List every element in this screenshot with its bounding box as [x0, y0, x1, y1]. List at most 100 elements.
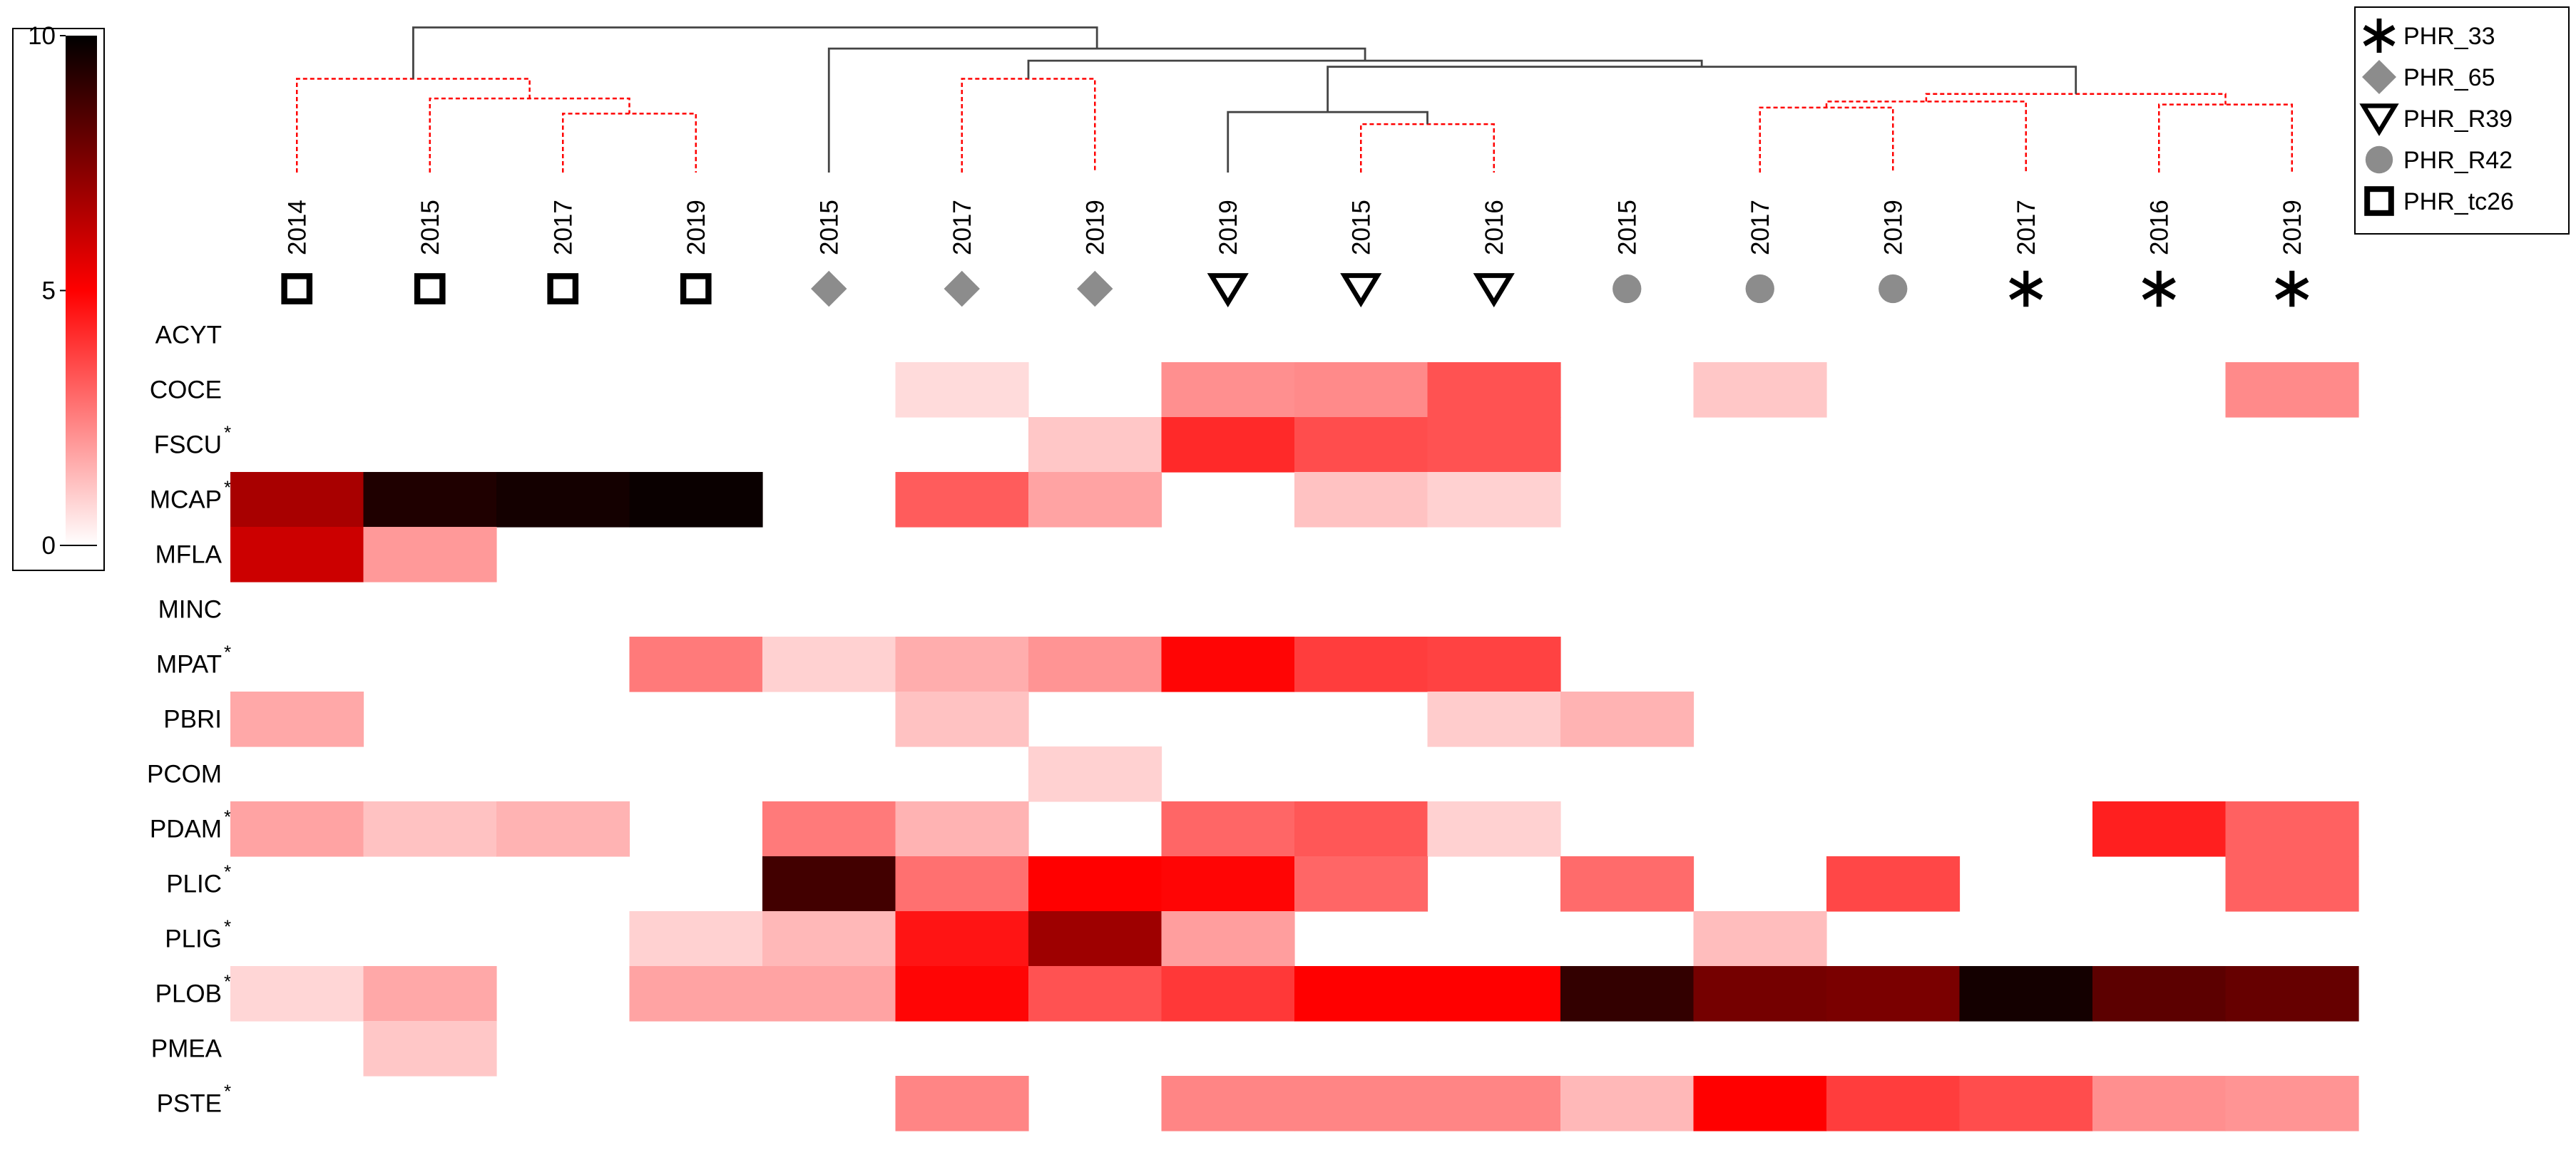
heatmap-cell: PLIC / 2017: 0 [496, 856, 630, 912]
heatmap-cell: MPAT / 2015: 0.9 [762, 637, 896, 692]
column-marker-phr-33 [2142, 270, 2176, 307]
heatmap-cell: PSTE / 2015: 2.4 [1294, 1076, 1428, 1131]
dendrogram-branch [1327, 66, 2077, 113]
column-label: 2019 [1215, 200, 1242, 255]
legend-label: PHR_R42 [2403, 147, 2513, 174]
heatmap-cell: MCAP / 2015: 0 [1560, 472, 1694, 528]
heatmap-cell: MCAP / 2016: 0.9 [1427, 472, 1561, 528]
row-label: PMEA [151, 1035, 223, 1063]
heatmap-cell: FSCU / 2014: 0 [230, 417, 364, 473]
column-marker-phr-r39 [1340, 273, 1382, 308]
dendrogram-branch [827, 47, 1366, 173]
heatmap-cell: PCOM / 2017: 0 [496, 746, 630, 802]
column-label: 2015 [416, 200, 444, 255]
heatmap-cell: MINC / 2019: 0 [1826, 582, 1960, 637]
heatmap-cell: FSCU / 2019: 0 [2226, 417, 2359, 473]
heatmap-cell: MCAP / 2015: 0 [762, 472, 896, 528]
heatmap-cell: MCAP / 2019: 0 [1826, 472, 1960, 528]
heatmap-cell: PLIG / 2014: 0 [230, 911, 364, 967]
heatmap-cell: MFLA / 2015: 2 [363, 527, 497, 582]
heatmap-cell: ACYT / 2015: 0 [364, 307, 497, 363]
heatmap-cell: PLIC / 2017: 0 [1694, 856, 1827, 912]
heatmap-cell: PDAM / 2015: 0 [1560, 801, 1694, 857]
heatmap-cell: MFLA / 2019: 0 [1162, 527, 1295, 582]
colorbar-tick-label: 0 [42, 532, 56, 560]
heatmap-cell: MINC / 2019: 0 [630, 582, 763, 637]
heatmap-cell: PMEA / 2017: 0 [496, 1021, 630, 1077]
heatmap-cell: PLOB / 2015: 5 [1294, 966, 1428, 1022]
heatmap-cell: PDAM / 2017: 1.5 [496, 801, 630, 857]
heatmap-cell: PLIG / 2019: 1.9 [1161, 911, 1295, 967]
dendrogram-branch [412, 26, 1098, 79]
heatmap-cell: COCE / 2019: 2.2 [1161, 362, 1295, 418]
heatmap-cell: PMEA / 2017: 0 [1694, 1021, 1827, 1077]
column-marker-phr-tc26 [414, 273, 446, 304]
heatmap-cell: MINC / 2019: 0 [1162, 582, 1295, 637]
heatmap-cell: PCOM / 2017: 0 [1694, 746, 1827, 802]
heatmap-cell: COCE / 2019: 0 [1028, 362, 1162, 418]
heatmap-cell: PCOM / 2019: 0.9 [1028, 746, 1162, 802]
colorbar-tick-label: 10 [28, 22, 56, 50]
heatmap-cell: PLIC / 2017: 2.8 [895, 856, 1029, 912]
column-label: 2017 [549, 200, 577, 255]
heatmap-cell: PLIC / 2017: 0 [1960, 856, 2093, 912]
dendrogram-branch [961, 78, 1096, 173]
colorbar-frame [12, 28, 105, 571]
heatmap-cell: PLOB / 2019: 8 [2225, 966, 2359, 1022]
heatmap-cell: PBRI / 2016: 0 [2092, 692, 2226, 747]
heatmap-cell: PSTE / 2015: 0 [364, 1076, 497, 1131]
heatmap-cell: PDAM / 2017: 0 [1694, 801, 1827, 857]
heatmap-cell: PLIC / 2015: 8.7 [762, 856, 896, 912]
heatmap-cell: PDAM / 2016: 4.4 [2092, 801, 2227, 857]
dendrogram-branch [1360, 123, 1495, 173]
heatmap-cell: PSTE / 2019: 3.8 [1826, 1076, 1961, 1131]
heatmap-cell: PLIG / 2017: 4.6 [895, 911, 1029, 967]
heatmap-cell: COCE / 2015: 0 [1560, 362, 1694, 418]
heatmap-cell: COCE / 2017: 0 [1960, 362, 2093, 418]
heatmap-cell: PBRI / 2019: 0 [1028, 692, 1162, 747]
heatmap-cell: MFLA / 2019: 0 [1826, 527, 1960, 582]
heatmap-cell: PMEA / 2015: 0 [762, 1021, 896, 1077]
heatmap-cell: PCOM / 2015: 0 [1294, 746, 1428, 802]
column-label: 2014 [283, 200, 311, 255]
heatmap-cell: PDAM / 2019: 0 [630, 801, 763, 857]
heatmap-cell: PDAM / 2019: 3.1 [2225, 801, 2359, 857]
column-marker-phr-65 [944, 270, 980, 307]
heatmap-cell: MFLA / 2015: 0 [762, 527, 896, 582]
heatmap-cell: FSCU / 2015: 0 [762, 417, 896, 473]
heatmap-cell: ACYT / 2016: 0 [1428, 307, 1561, 363]
heatmap-cell: MFLA / 2016: 0 [2092, 527, 2226, 582]
heatmap-cell: MCAP / 2015: 1.2 [1294, 472, 1428, 528]
heatmap-cell: PSTE / 2016: 2.4 [1427, 1076, 1561, 1131]
dendrogram-branch [2158, 103, 2293, 173]
heatmap-cell: COCE / 2015: 0 [364, 362, 497, 418]
heatmap-cell: PMEA / 2016: 0 [1428, 1021, 1561, 1077]
heatmap-cell: COCE / 2017: 0 [496, 362, 630, 418]
heatmap-cell: PLOB / 2019: 7.6 [1826, 966, 1961, 1022]
heatmap-cell: FSCU / 2015: 3.5 [1294, 417, 1428, 473]
heatmap-cell: MPAT / 2017: 0 [1960, 637, 2093, 692]
heatmap-cell: PSTE / 2015: 1.4 [1560, 1076, 1695, 1131]
heatmap-cell: PDAM / 2019: 3 [1161, 801, 1295, 857]
row-label-star: * [224, 422, 231, 443]
heatmap-cell: ACYT / 2019: 0 [1162, 307, 1295, 363]
column-label: 2019 [1879, 200, 1907, 255]
row-label: MPAT [156, 651, 222, 679]
heatmap-cell: COCE / 2015: 2.3 [1294, 362, 1428, 418]
colorbar-tick-label: 5 [42, 277, 56, 305]
heatmap-cell: MINC / 2017: 0 [896, 582, 1029, 637]
heatmap-cell: PLIC / 2019: 0 [630, 856, 763, 912]
heatmap-cell: MINC / 2015: 0 [1560, 582, 1694, 637]
heatmap-cell: FSCU / 2019: 1.1 [1028, 417, 1162, 473]
column-marker-phr-65 [1077, 270, 1113, 307]
heatmap-cell: MCAP / 2017: 0 [1960, 472, 2093, 528]
heatmap-cells: ACYT / 2014: 0ACYT / 2015: 0ACYT / 2017:… [230, 307, 2359, 1131]
heatmap-cell: PBRI / 2017: 0 [1960, 692, 2093, 747]
heatmap-cell: MINC / 2015: 0 [1294, 582, 1428, 637]
heatmap-cell: MPAT / 2016: 0 [2092, 637, 2226, 692]
heatmap-cell: PLIC / 2015: 3 [1294, 856, 1428, 912]
heatmap-cell: PSTE / 2017: 3.5 [1959, 1076, 2093, 1131]
row-label-star: * [224, 971, 231, 992]
heatmap-cell: MCAP / 2019: 0 [1162, 472, 1295, 528]
heatmap-cell: MFLA / 2017: 0 [1694, 527, 1827, 582]
